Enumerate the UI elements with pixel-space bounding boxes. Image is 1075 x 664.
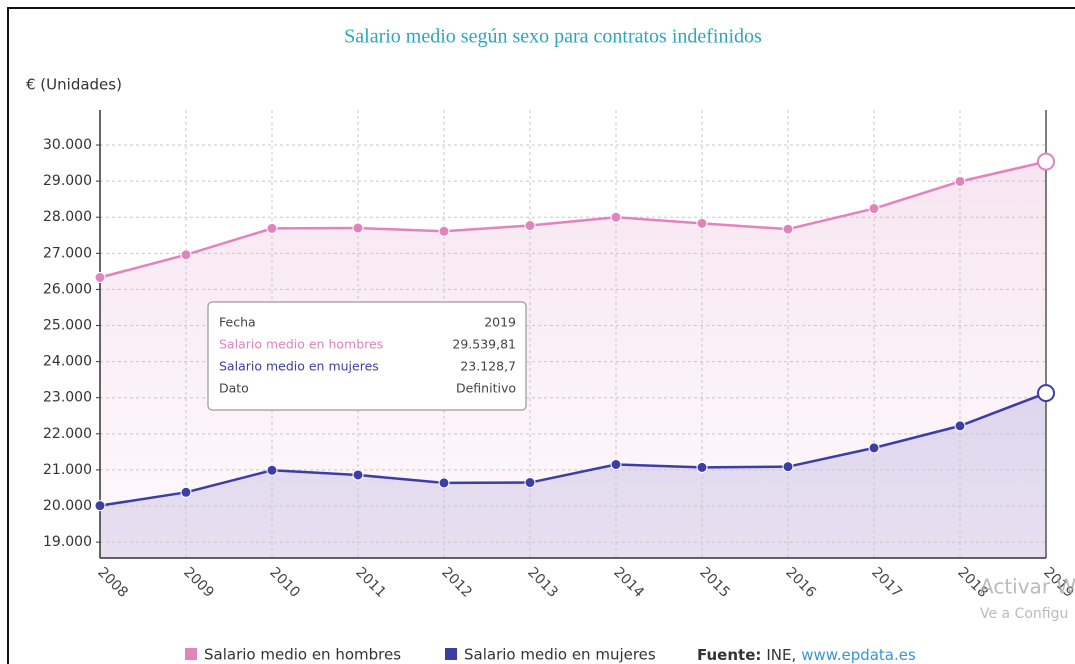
y-tick-label: 27.000 [43, 245, 92, 261]
legend-label: Salario medio en hombres [204, 646, 401, 664]
x-tick-label: 2016 [782, 564, 819, 601]
legend-swatch [185, 648, 197, 660]
point [180, 486, 192, 498]
tooltip-label: Salario medio en hombres [219, 337, 383, 352]
point [696, 217, 708, 229]
tooltip-box [207, 301, 527, 411]
x-tick-label: 2015 [696, 564, 733, 601]
watermark: Activar W [980, 575, 1075, 599]
y-tick-label: 24.000 [43, 354, 92, 370]
y-tick-label: 21.000 [43, 462, 92, 478]
x-tick-label: 2008 [94, 564, 131, 601]
area [100, 393, 1046, 558]
y-axis-label: € (Unidades) [26, 76, 122, 94]
x-tick-label: 2011 [352, 564, 389, 601]
y-tick-label: 30.000 [43, 137, 92, 153]
point [954, 175, 966, 187]
point [266, 222, 278, 234]
tooltip-label: Fecha [219, 315, 256, 330]
point [1037, 384, 1055, 403]
x-tick-label: 2012 [438, 564, 475, 601]
point [954, 420, 966, 432]
point [352, 469, 364, 481]
tooltip-label: Dato [219, 381, 249, 396]
point [868, 442, 880, 454]
point [438, 225, 450, 237]
tooltip-value: 23.128,7 [460, 359, 516, 374]
point [94, 500, 106, 512]
tooltip-value: 29.539,81 [452, 337, 516, 352]
point [524, 477, 536, 489]
line [99, 391, 1047, 507]
point [610, 211, 622, 223]
area [100, 161, 1046, 558]
frame [7, 7, 1075, 664]
point [94, 272, 106, 284]
y-tick-label: 25.000 [43, 318, 92, 334]
x-tick-label: 2014 [610, 564, 647, 601]
y-tick-label: 23.000 [43, 390, 92, 406]
source-part: INE, [766, 646, 796, 664]
source-part: Fuente: [697, 646, 761, 664]
x-tick-label: 2013 [524, 564, 561, 601]
tooltip: Fecha 2019 Salario medio en hombres 29.539,… [207, 301, 527, 411]
tooltip-label: Salario medio en mujeres [219, 359, 379, 374]
y-tick-label: 20.000 [43, 498, 92, 514]
x-tick-label: 2010 [266, 564, 303, 601]
point [696, 461, 708, 473]
point [180, 249, 192, 261]
point [610, 459, 622, 471]
y-tick-label: 28.000 [43, 209, 92, 225]
legend-swatch [445, 648, 457, 660]
point [266, 464, 278, 476]
point [782, 461, 794, 473]
source: Fuente: INE, www.epdata.es [697, 646, 916, 664]
point [1037, 152, 1055, 171]
x-tick-label: 2017 [868, 564, 905, 601]
chart-title: Salario medio según sexo para contratos … [344, 26, 762, 48]
legend-label: Salario medio en mujeres [464, 646, 656, 664]
y-tick-label: 26.000 [43, 281, 92, 297]
tooltip-value: Definitivo [456, 381, 516, 396]
point [868, 203, 880, 215]
source-part[interactable]: www.epdata.es [801, 646, 916, 664]
line [99, 160, 1047, 279]
y-tick-label: 22.000 [43, 426, 92, 442]
x-tick-label: 2009 [180, 564, 217, 601]
point [524, 220, 536, 232]
y-tick-label: 19.000 [43, 534, 92, 550]
tooltip-value: 2019 [484, 315, 516, 330]
y-tick-label: 29.000 [43, 173, 92, 189]
point [438, 477, 450, 489]
point [352, 222, 364, 234]
point [782, 223, 794, 235]
watermark: Ve a Configu [980, 606, 1068, 622]
